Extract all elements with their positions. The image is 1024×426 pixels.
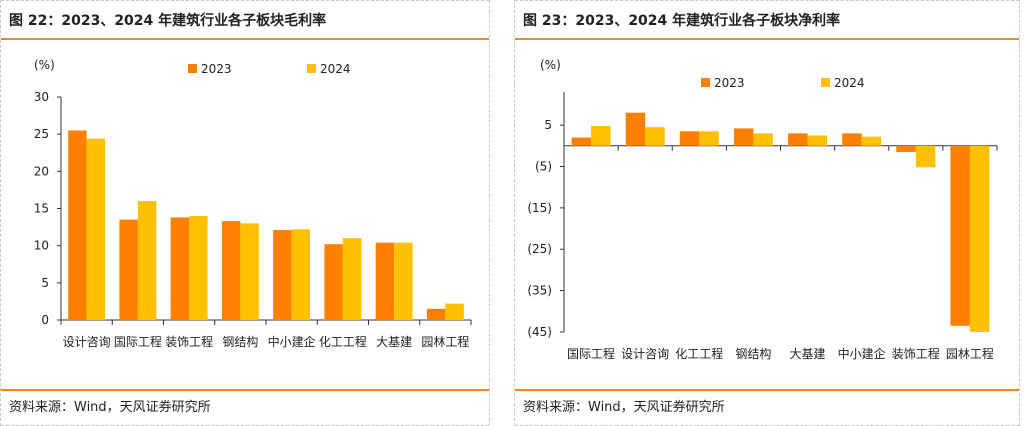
bar-2023-园林工程	[950, 145, 970, 326]
x-tick-label: 钢结构	[222, 334, 258, 349]
title-divider	[515, 38, 1019, 40]
y-tick-label: 20	[34, 164, 49, 178]
bar-2024-园林工程	[445, 303, 464, 320]
bar-2024-钢结构	[753, 133, 773, 146]
bar-2024-化工工程	[699, 131, 719, 146]
y-tick-label: (35)	[527, 284, 552, 298]
legend-label-2023: 2023	[714, 76, 745, 90]
title-divider	[1, 38, 489, 40]
bar-2023-化工工程	[679, 131, 700, 146]
chart-title: 图 23：2023、2024 年建筑行业各子板块净利率	[523, 13, 841, 29]
bar-2024-设计咨询	[645, 127, 665, 146]
y-tick-label: 5	[544, 118, 552, 132]
source-divider	[515, 389, 1019, 391]
x-tick-label: 园林工程	[946, 346, 994, 361]
x-tick-label: 中小建企	[838, 346, 886, 361]
bar-2023-设计咨询	[625, 112, 646, 146]
bar-2023-装饰工程	[170, 217, 190, 320]
x-tick-label: 国际工程	[114, 334, 162, 349]
source-note: 资料来源：Wind，天风证券研究所	[9, 400, 211, 415]
bar-2024-中小建企	[861, 136, 882, 146]
bar-2024-国际工程	[591, 125, 611, 146]
source-divider	[1, 389, 489, 391]
bar-2024-装饰工程	[915, 145, 936, 168]
x-tick-label: 设计咨询	[63, 334, 111, 349]
legend-label-2024: 2024	[320, 62, 351, 76]
panel-top-border	[515, 0, 1019, 1]
bar-2023-大基建	[375, 242, 395, 320]
y-tick-label: 25	[34, 127, 49, 141]
y-unit-label: (%)	[34, 58, 55, 72]
legend-swatch-2023	[188, 64, 197, 73]
net-margin-bar-chart: (%) 2023 2024 5 (5) (15) (25) (35) (45) 国际工程 设计咨询化…	[527, 58, 998, 361]
bar-2023-钢结构	[221, 221, 241, 320]
x-tick-label: 园林工程	[421, 334, 469, 349]
x-tick-label: 设计咨询	[621, 346, 669, 361]
bar-2023-设计咨询	[68, 130, 87, 320]
x-tick-label: 钢结构	[735, 346, 771, 361]
x-tick-label: 国际工程	[567, 346, 615, 361]
y-tick-label: (15)	[527, 201, 552, 215]
y-unit-label: (%)	[540, 58, 561, 72]
legend-swatch-2024	[821, 78, 830, 87]
bar-2024-设计咨询	[86, 138, 106, 320]
bar-2023-化工工程	[324, 244, 343, 320]
legend-swatch-2024	[307, 64, 316, 73]
bar-2024-钢结构	[240, 223, 259, 320]
x-tick-label: 化工工程	[675, 346, 723, 361]
bar-2023-中小建企	[842, 133, 862, 146]
bar-2023-装饰工程	[896, 145, 916, 152]
bar-2024-园林工程	[969, 145, 990, 332]
legend-label-2024: 2024	[834, 76, 865, 90]
bar-2024-大基建	[807, 135, 828, 146]
x-tick-label: 中小建企	[268, 334, 316, 349]
y-tick-label: (5)	[535, 159, 552, 173]
x-tick-label: 大基建	[790, 347, 826, 361]
bar-2023-国际工程	[119, 219, 138, 320]
bar-2024-装饰工程	[189, 215, 208, 320]
gross-margin-bar-chart: (%) 2023 2024 0 5 10 15 20 25 30 设计咨询 国际工程 装饰工程 钢结构 中小…	[34, 58, 472, 349]
x-tick-label: 化工工程	[319, 334, 367, 349]
panel-top-border	[1, 0, 489, 1]
y-tick-label: 15	[34, 202, 49, 216]
chart-panel-net-margin: 图 23：2023、2024 年建筑行业各子板块净利率 (%) 2023 2024 5…	[514, 0, 1020, 426]
chart-title: 图 22：2023、2024 年建筑行业各子板块毛利率	[9, 13, 327, 29]
source-note: 资料来源：Wind，天风证券研究所	[523, 400, 725, 415]
y-tick-label: (25)	[527, 242, 552, 256]
y-tick-label: 10	[34, 239, 49, 253]
y-tick-label: 30	[34, 90, 49, 104]
x-tick-label: 装饰工程	[892, 346, 940, 361]
bar-2023-大基建	[788, 133, 808, 146]
y-tick-label: (45)	[527, 325, 552, 339]
bar-2024-中小建企	[291, 229, 311, 320]
bar-2023-园林工程	[426, 308, 446, 320]
bar-2023-钢结构	[733, 128, 754, 146]
x-tick-label: 装饰工程	[165, 334, 213, 349]
legend-swatch-2023	[701, 78, 710, 87]
y-tick-label: 0	[41, 313, 49, 327]
chart-panel-gross-margin: 图 22：2023、2024 年建筑行业各子板块毛利率 (%) 2023 2024 0…	[0, 0, 490, 426]
bar-2024-化工工程	[342, 238, 362, 320]
bar-2023-中小建企	[273, 230, 292, 320]
y-tick-label: 5	[41, 276, 49, 290]
bar-2024-大基建	[394, 242, 413, 320]
bar-2024-国际工程	[137, 201, 157, 320]
x-tick-label: 大基建	[376, 335, 412, 349]
bar-2023-国际工程	[571, 137, 592, 146]
legend-label-2023: 2023	[201, 62, 232, 76]
